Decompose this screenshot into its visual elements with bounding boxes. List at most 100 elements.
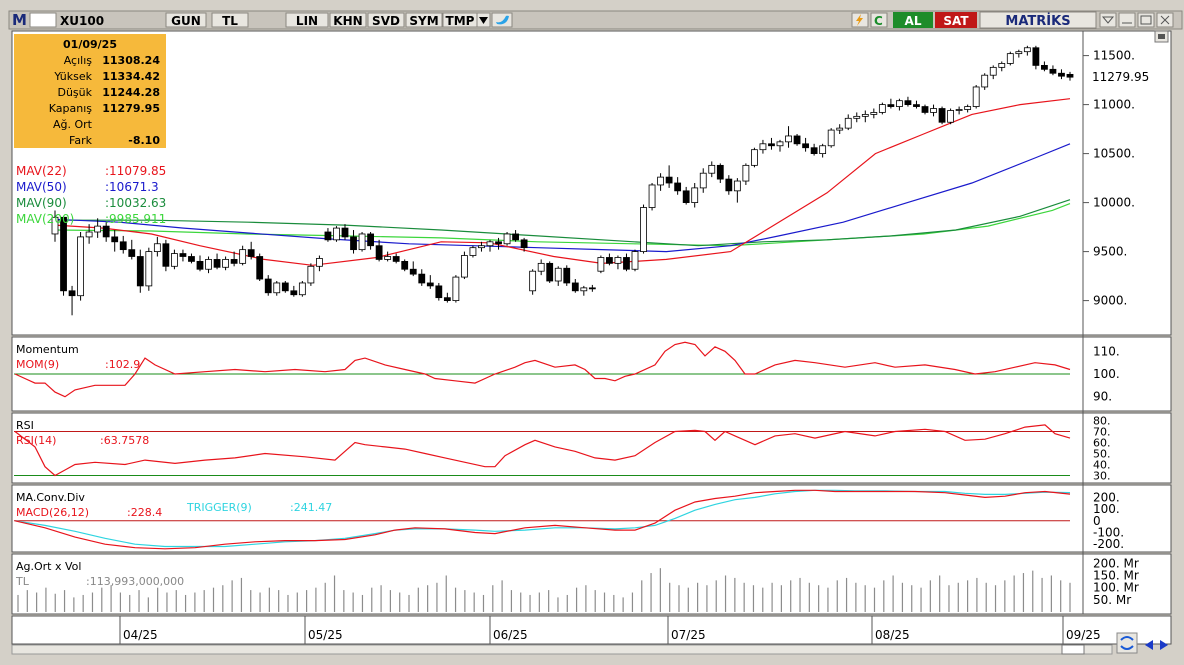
- toolbar-button-lin[interactable]: [285, 12, 329, 28]
- close-icon: [1160, 15, 1170, 25]
- mav50-line: [54, 143, 1071, 253]
- candle-body: [844, 117, 852, 129]
- macd-y-label: 0: [1093, 514, 1101, 528]
- candle-body: [298, 282, 306, 296]
- sell-button[interactable]: [935, 12, 977, 28]
- candle-body: [1006, 53, 1014, 64]
- toolbar-button-gun[interactable]: [165, 12, 207, 28]
- info-label: Yüksek: [53, 70, 92, 83]
- refresh-icon: C: [874, 14, 883, 28]
- horizontal-scrollbar[interactable]: [11, 644, 1113, 655]
- candle-body: [751, 149, 758, 166]
- volume-value: :113,993,000,000: [86, 575, 184, 588]
- candle-body: [546, 262, 554, 282]
- scroll-left-icon[interactable]: [1145, 640, 1153, 650]
- scroll-right-icon[interactable]: [1160, 640, 1168, 650]
- candle-body: [384, 256, 392, 260]
- candle-body: [153, 243, 161, 252]
- volume-panel: [11, 553, 1172, 615]
- toolbar-button-label: TL: [222, 14, 238, 28]
- symbol-icon[interactable]: [29, 12, 57, 28]
- macd-y-label: -100.: [1093, 525, 1124, 539]
- toolbar-button-svd[interactable]: [367, 12, 405, 28]
- candle-body: [213, 259, 221, 268]
- volume-y-label: 200. Mr: [1093, 556, 1139, 570]
- trigger-value: :241.47: [290, 501, 332, 514]
- info-value: 11244.28: [102, 86, 160, 99]
- candle-body: [290, 290, 298, 296]
- momentum-title: Momentum: [16, 343, 79, 356]
- candle-body: [409, 268, 417, 275]
- candle-body: [674, 182, 682, 192]
- candle-body: [648, 184, 656, 208]
- candle-body: [512, 233, 519, 241]
- legend-value: :10032.63: [105, 196, 166, 210]
- scrollbar-thumb[interactable]: [1061, 644, 1085, 655]
- macd-panel: [11, 484, 1172, 553]
- candle-body: [273, 282, 281, 294]
- candle-body: [964, 106, 972, 110]
- buy-button-label: AL: [905, 14, 922, 28]
- candle-body: [836, 127, 844, 131]
- triangle-down-icon: [1101, 16, 1115, 24]
- trigger-series: TRIGGER(9): [186, 501, 252, 514]
- candle-body: [827, 129, 835, 147]
- candle-body: [145, 251, 153, 287]
- candle-body: [896, 100, 903, 107]
- rsi-line: [14, 424, 1071, 477]
- candle-body: [111, 236, 119, 243]
- candle-body: [554, 267, 562, 282]
- candle-body: [930, 108, 937, 113]
- menu-button[interactable]: [1099, 12, 1117, 28]
- legend-name: MAV(50): [16, 180, 67, 194]
- candle-body: [699, 172, 707, 189]
- rsi-y-label: 70.: [1093, 426, 1111, 439]
- candle-body: [60, 216, 67, 292]
- refresh-button[interactable]: [870, 12, 888, 28]
- candle-body: [793, 135, 801, 145]
- volume-title: Ag.Ort x Vol: [16, 560, 81, 573]
- candle-body: [324, 231, 332, 241]
- candle-body: [785, 135, 792, 143]
- macd-y-label: -200.: [1093, 537, 1124, 551]
- toolbar-button-label: KHN: [333, 14, 362, 28]
- rsi-y-label: 50.: [1093, 448, 1111, 461]
- toolbar-button-tl[interactable]: [211, 12, 249, 28]
- maximize-button[interactable]: [1137, 12, 1155, 28]
- candle-body: [367, 233, 374, 247]
- buy-button[interactable]: [893, 12, 933, 28]
- candle-body: [938, 108, 946, 123]
- candle-body: [162, 243, 170, 267]
- candle-body: [171, 253, 178, 267]
- candle-body: [947, 110, 954, 123]
- candle-body: [606, 257, 613, 264]
- toolbar-button-sym[interactable]: [405, 12, 443, 28]
- y-tick-label: 9500.: [1093, 245, 1127, 259]
- rsi-y-label: 30.: [1093, 470, 1111, 483]
- info-box: [14, 34, 166, 148]
- candle-body: [520, 239, 528, 249]
- momentum-y-label: 90.: [1093, 390, 1112, 404]
- candle-body: [691, 187, 699, 203]
- candle-body: [810, 147, 818, 155]
- candle-body: [580, 287, 588, 292]
- twitter-button[interactable]: [491, 12, 513, 28]
- rsi-value: :63.7578: [100, 434, 149, 447]
- legend-value: :9985.911: [105, 212, 166, 226]
- candle-body: [136, 256, 144, 287]
- app-logo: M: [12, 11, 27, 29]
- candle-body: [179, 253, 187, 257]
- volume-y-label: 100. Mr: [1093, 581, 1139, 595]
- momentum-series: MOM(9): [16, 358, 59, 371]
- minimize-button[interactable]: [1118, 12, 1136, 28]
- candle-body: [392, 256, 400, 262]
- legend-value: :11079.85: [105, 164, 166, 178]
- macd-y-label: 100.: [1093, 502, 1120, 516]
- info-label: Fark: [69, 134, 93, 147]
- symbol-label[interactable]: XU100: [60, 14, 104, 28]
- toolbar-button-label: LIN: [296, 14, 318, 28]
- volume-series: TL: [15, 575, 30, 588]
- x-axis-label: 09/25: [1066, 628, 1101, 642]
- toolbar-button-khn[interactable]: [329, 12, 367, 28]
